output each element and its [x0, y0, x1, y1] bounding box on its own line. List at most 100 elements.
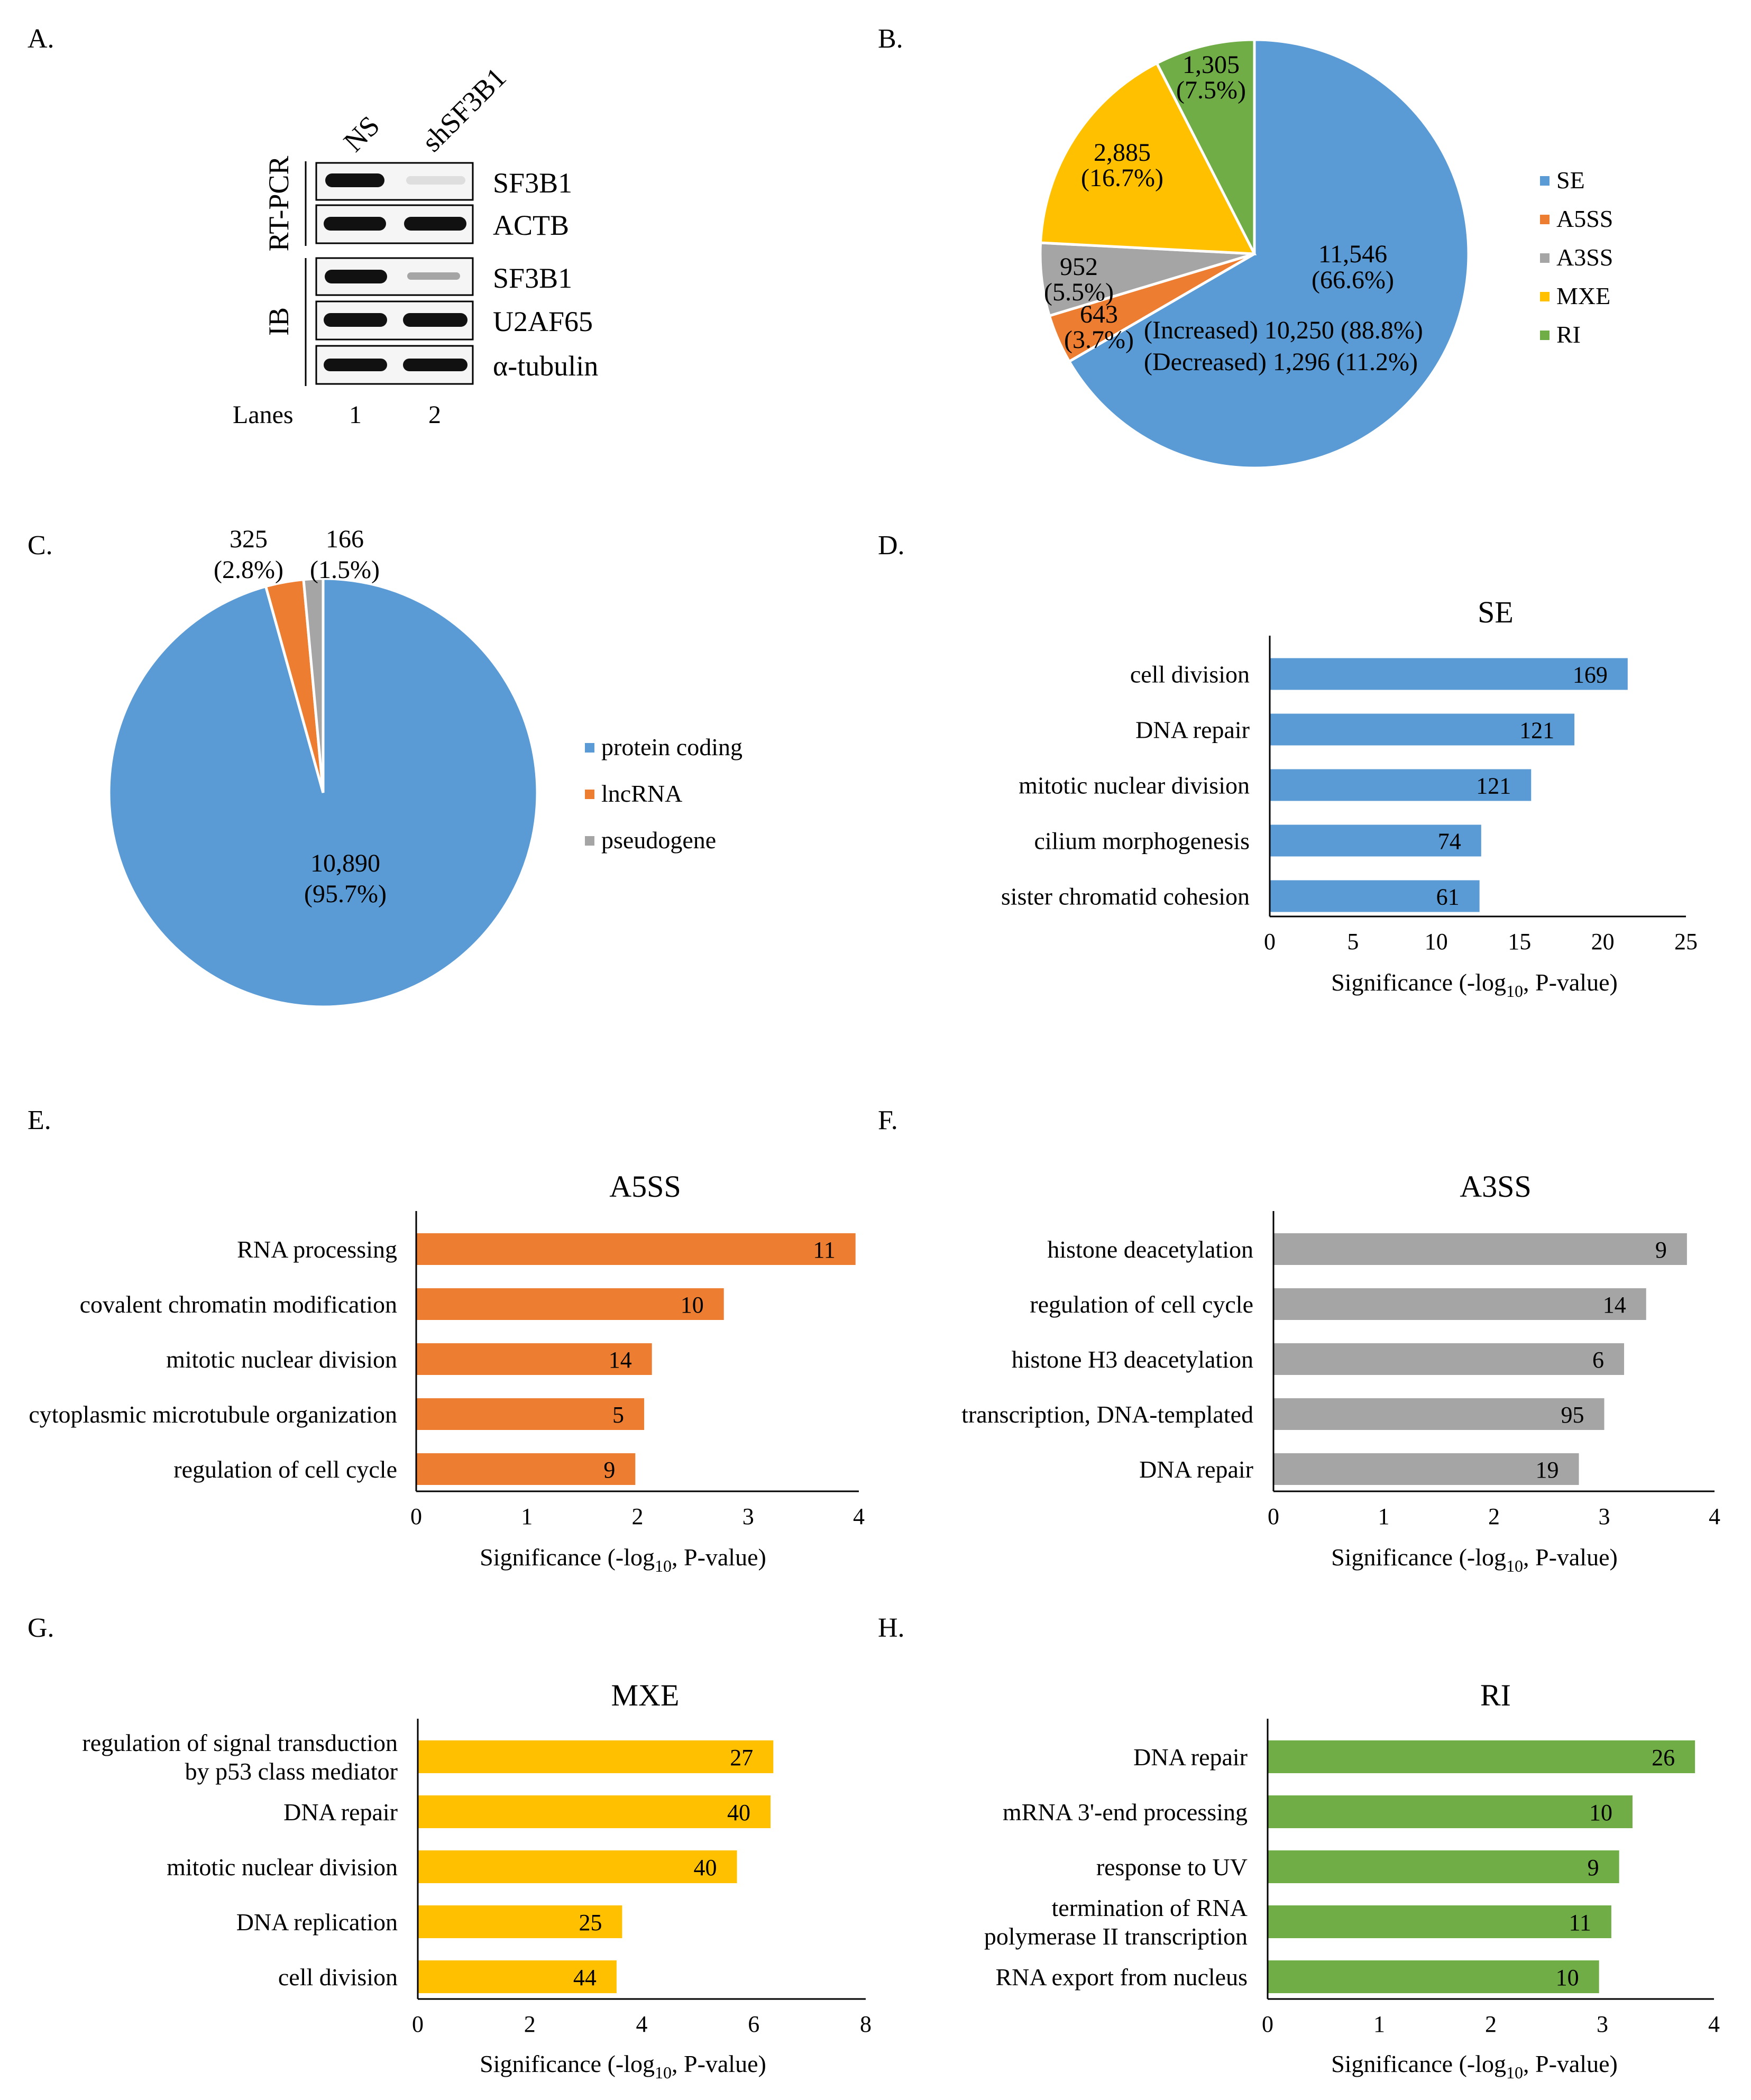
x-tick-label: 2	[1488, 1503, 1500, 1529]
pie-chart-gene-types: 10,890 (95.7%) 325 (2.8%) 166 (1.5%) pro…	[107, 525, 742, 1008]
pie-slice-a3ss	[1039, 241, 1255, 318]
bar-chart-se: SE 169 cell division 121 DNA repair 121 mitoti…	[1001, 595, 1698, 1001]
pie-chart-event-types: 11,546 (66.6%) 643 (3.7%) 952 (5.5%) 2,8…	[1039, 38, 1613, 470]
panel-label-b: B.	[878, 24, 903, 54]
legend: SE A5SS A3SS MXE RI	[1540, 167, 1613, 348]
slice-pct-lncrna: (2.8%)	[214, 556, 283, 584]
chart-title: A3SS	[1460, 1169, 1531, 1204]
category-label: cytoplasmic microtubule organization	[29, 1401, 397, 1428]
bar-value-label: 14	[609, 1347, 632, 1373]
category-label: histone deacetylation	[1047, 1236, 1253, 1263]
lanes-label: Lanes	[233, 401, 294, 429]
bar-rna-processing	[416, 1233, 856, 1265]
x-axis-label: Significance (-log10, P-value)	[480, 1544, 766, 1575]
legend-label-se: SE	[1556, 167, 1585, 194]
blot-row: SF3B1	[315, 257, 572, 296]
category-label: histone H3 deacetylation	[1012, 1346, 1253, 1373]
chart-title: A5SS	[609, 1169, 681, 1204]
category-label: regulation of signal transduction	[82, 1729, 398, 1756]
legend-swatch-se	[1540, 176, 1550, 186]
bar-value-label: 95	[1561, 1402, 1584, 1428]
legend-label-lncrna: lncRNA	[601, 780, 682, 807]
bar-value-label: 9	[1588, 1855, 1599, 1881]
pie-slice-se	[1067, 38, 1470, 470]
lane-header-shsf3b1: shSF3B1	[416, 61, 512, 158]
bar-value-label: 74	[1438, 829, 1461, 855]
bar-value-label: 26	[1652, 1745, 1675, 1771]
x-tick-label: 5	[1347, 929, 1359, 955]
category-label: by p53 class mediator	[185, 1758, 398, 1785]
blot-row: ACTB	[315, 204, 569, 244]
band-lane-2	[406, 176, 465, 185]
bar-regulation-of-cell-cycle	[416, 1453, 636, 1485]
category-label: mitotic nuclear division	[166, 1346, 397, 1373]
legend-swatch-ri	[1540, 331, 1550, 340]
slice-count-lncrna: 325	[230, 525, 268, 553]
bar-value-label: 11	[1569, 1910, 1591, 1936]
bar-dna-replication	[418, 1905, 622, 1938]
category-label: DNA replication	[236, 1909, 398, 1936]
legend-swatch-protein-coding	[585, 743, 594, 753]
legend-label-a5ss: A5SS	[1556, 205, 1613, 232]
group-label-rt-pcr: RT-PCR	[263, 156, 295, 252]
category-label: covalent chromatin modification	[80, 1291, 397, 1318]
bar-value-label: 40	[693, 1855, 717, 1881]
bar-mrna-3-end-processing	[1268, 1795, 1633, 1828]
bar-value-label: 25	[579, 1910, 602, 1936]
x-tick-label: 1	[521, 1503, 533, 1529]
bar-value-label: 121	[1519, 718, 1554, 744]
slice-label-mxe: 2,885 (16.7%)	[1081, 139, 1163, 192]
legend-swatch-mxe	[1540, 292, 1550, 301]
x-tick-label: 25	[1674, 929, 1698, 955]
x-tick-label: 10	[1425, 929, 1448, 955]
blot-row-label: α-tubulin	[493, 350, 598, 382]
category-label: response to UV	[1096, 1854, 1248, 1881]
band-lane-2	[404, 217, 466, 231]
bar-mitotic-nuclear-division	[1270, 769, 1532, 801]
x-tick-label: 3	[1597, 2011, 1608, 2037]
x-tick-label: 4	[853, 1503, 865, 1529]
x-tick-label: 6	[748, 2011, 759, 2037]
bar-chart-mxe: MXE 27 regulation of signal transductionby…	[82, 1678, 872, 2082]
bar-dna-repair	[1268, 1740, 1695, 1773]
bar-dna-repair	[418, 1795, 771, 1828]
bar-sister-chromatid-cohesion	[1270, 880, 1480, 912]
slice-label-a3ss: 952 (5.5%)	[1044, 253, 1114, 306]
x-tick-label: 4	[636, 2011, 648, 2037]
category-label: regulation of cell cycle	[1030, 1291, 1253, 1318]
legend-item-se: SE	[1540, 167, 1585, 194]
bar-cell-division	[1270, 658, 1628, 690]
legend-item-protein-coding: protein coding	[585, 733, 742, 760]
bar-value-label: 14	[1603, 1292, 1626, 1318]
blot-row: α-tubulin	[315, 345, 598, 385]
blot-row: SF3B1	[315, 162, 572, 201]
slice-pct-a5ss: (3.7%)	[1064, 326, 1134, 354]
slice-count-mxe: 2,885	[1094, 139, 1151, 167]
slice-count-protein-coding: 10,890	[310, 849, 380, 877]
slice-label-ri: 1,305 (7.5%)	[1176, 51, 1246, 104]
category-label: mitotic nuclear division	[167, 1854, 398, 1881]
category-label: polymerase II transcription	[984, 1923, 1248, 1950]
x-tick-label: 8	[860, 2011, 872, 2037]
chart-title: SE	[1478, 595, 1514, 629]
legend: protein coding lncRNA pseudogene	[585, 733, 742, 854]
x-tick-label: 2	[524, 2011, 536, 2037]
bar-value-label: 44	[573, 1965, 597, 1991]
lane-number-2: 2	[428, 401, 441, 429]
bar-regulation-of-cell-cycle	[1273, 1288, 1646, 1320]
category-label: sister chromatid cohesion	[1001, 883, 1250, 910]
chart-title: RI	[1480, 1678, 1511, 1712]
bar-cytoplasmic-microtubule-organization	[416, 1398, 645, 1430]
group-label-ib: IB	[263, 307, 295, 336]
x-tick-label: 2	[1485, 2011, 1497, 2037]
bar-value-label: 10	[681, 1292, 704, 1318]
band-lane-2	[403, 313, 467, 327]
category-label: mitotic nuclear division	[1019, 772, 1250, 799]
bar-value-label: 27	[730, 1745, 753, 1771]
bar-covalent-chromatin-modification	[416, 1288, 724, 1320]
category-label: mRNA 3'-end processing	[1003, 1799, 1248, 1826]
bar-value-label: 5	[612, 1402, 624, 1428]
